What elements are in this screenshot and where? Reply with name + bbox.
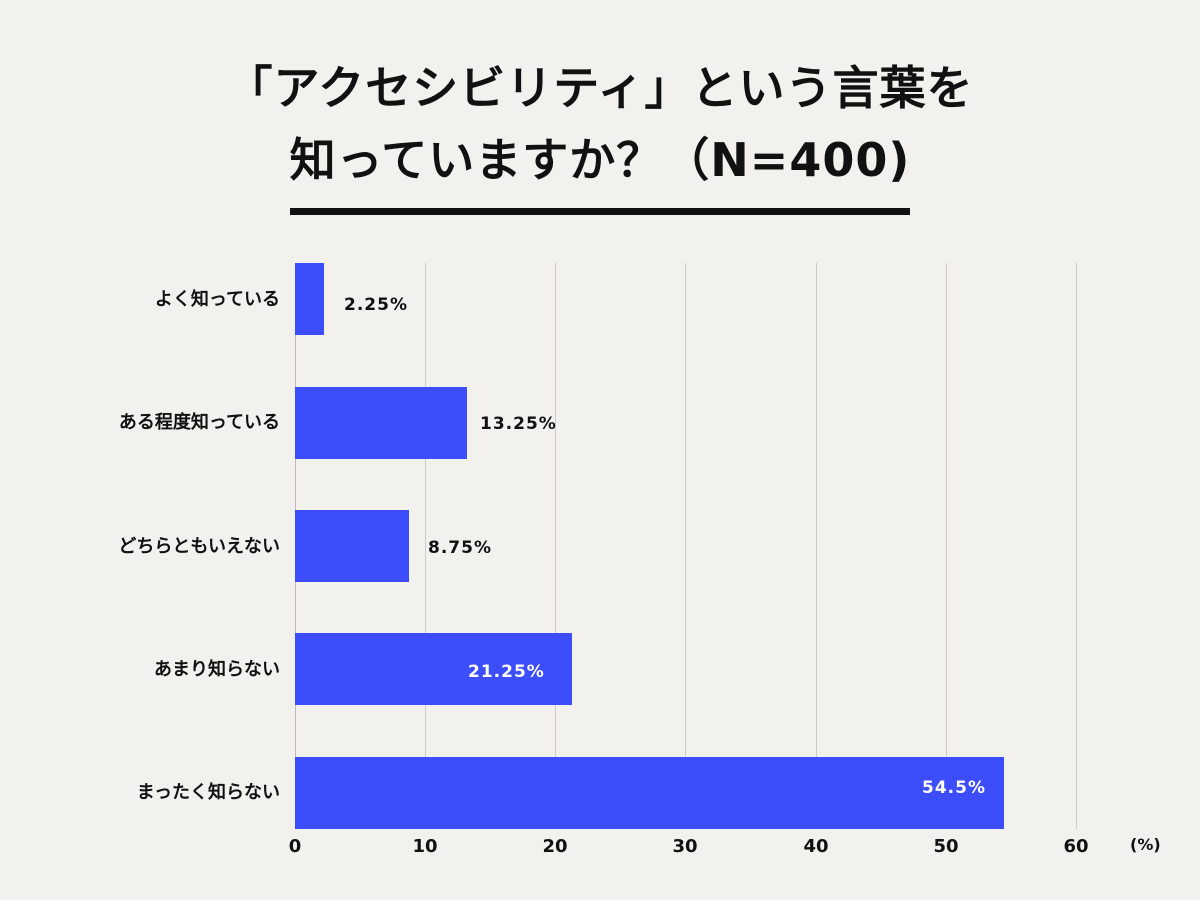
gridline-10 xyxy=(425,263,426,829)
bar-not-at-all xyxy=(295,757,1004,829)
gridline-20 xyxy=(555,263,556,829)
gridline-50 xyxy=(946,263,947,829)
x-tick-label: 40 xyxy=(803,836,829,857)
gridline-30 xyxy=(685,263,686,829)
x-tick-label: 50 xyxy=(933,836,959,857)
x-tick-label: 0 xyxy=(288,836,302,857)
chart-title-line2: 知っていますか？（N=400) xyxy=(289,133,911,187)
title-underline xyxy=(290,208,910,215)
bar-value-label: 13.25% xyxy=(480,414,557,434)
chart-title: 「アクセシビリティ」という言葉を 知っていますか？（N=400) xyxy=(0,52,1200,196)
category-label: ある程度知っている xyxy=(118,412,280,433)
x-tick-label: 20 xyxy=(542,836,568,857)
gridline-40 xyxy=(816,263,817,829)
bar-value-label: 54.5% xyxy=(922,778,986,798)
bar-value-label: 21.25% xyxy=(468,662,545,682)
bar-value-label: 8.75% xyxy=(428,538,492,558)
bar-somewhat-known xyxy=(295,387,467,459)
category-label: あまり知らない xyxy=(154,659,280,680)
gridline-60 xyxy=(1076,263,1077,829)
chart-title-line1: 「アクセシビリティ」という言葉を xyxy=(226,61,974,115)
x-axis-unit: (%) xyxy=(1130,835,1161,854)
category-label: どちらともいえない xyxy=(118,536,280,557)
bar-not-much xyxy=(295,633,572,705)
bar-neither xyxy=(295,510,409,582)
x-tick-label: 30 xyxy=(672,836,698,857)
bar-value-label: 2.25% xyxy=(344,295,408,315)
x-tick-label: 60 xyxy=(1063,836,1089,857)
category-label: よく知っている xyxy=(154,289,280,310)
category-label: まったく知らない xyxy=(136,782,280,803)
x-tick-label: 10 xyxy=(412,836,438,857)
plot-area: 2.25% 13.25% 8.75% 21.25% 54.5% xyxy=(295,263,1077,829)
bar-well-known xyxy=(295,263,324,335)
